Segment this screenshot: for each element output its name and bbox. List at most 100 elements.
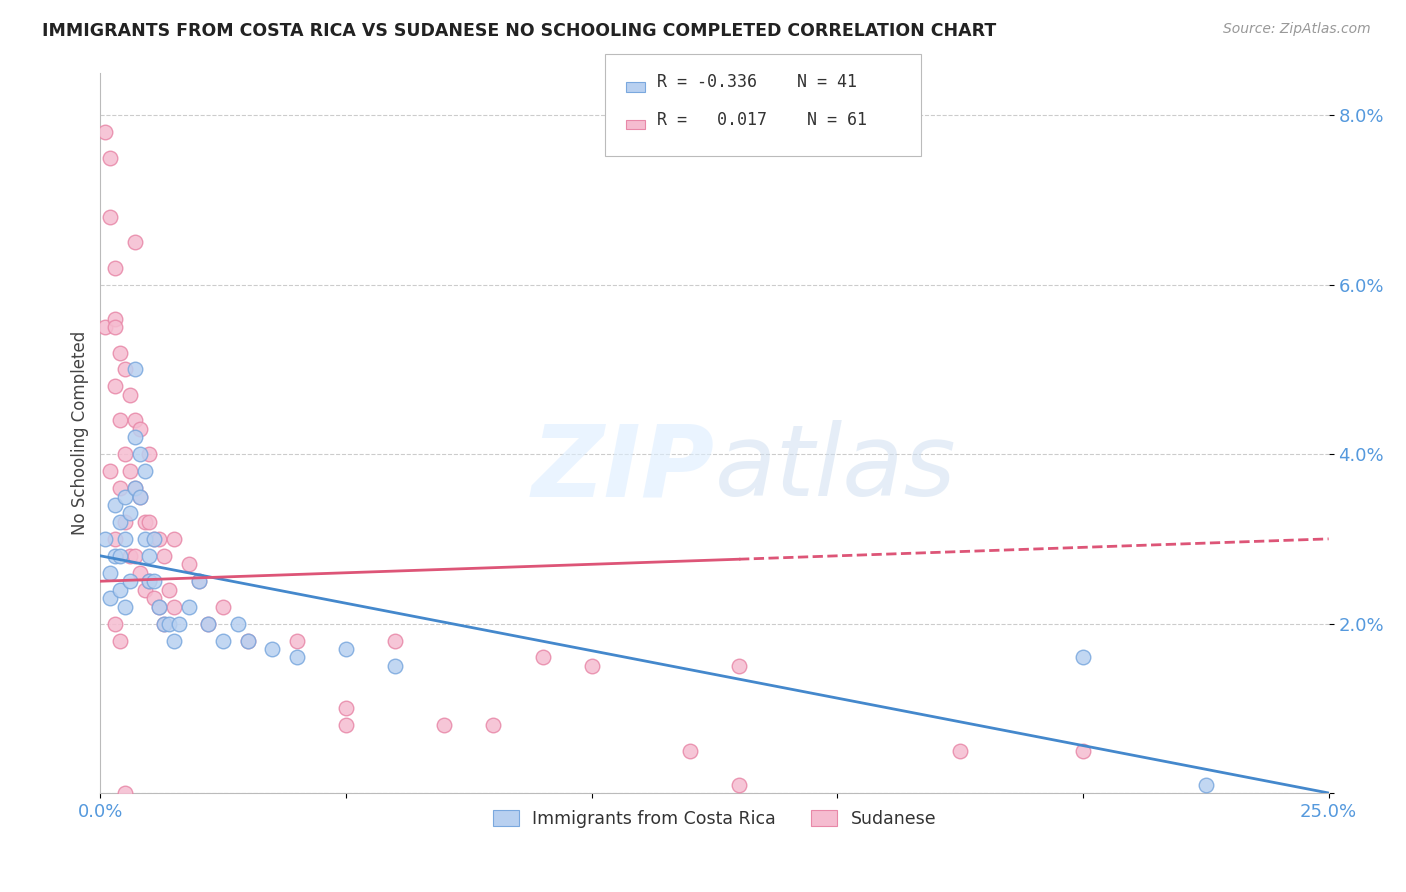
Point bbox=[153, 616, 176, 631]
Text: atlas: atlas bbox=[714, 420, 956, 517]
Point bbox=[94, 125, 117, 139]
Point bbox=[134, 532, 156, 546]
Point bbox=[114, 786, 136, 800]
Point bbox=[108, 582, 131, 597]
Point bbox=[433, 718, 456, 732]
Point bbox=[104, 320, 127, 334]
Point bbox=[124, 481, 146, 495]
Point bbox=[148, 532, 170, 546]
Point bbox=[128, 422, 150, 436]
Point bbox=[118, 549, 141, 563]
Point bbox=[138, 515, 160, 529]
Point bbox=[153, 616, 176, 631]
Point bbox=[143, 532, 166, 546]
Point bbox=[108, 549, 131, 563]
Point bbox=[157, 616, 180, 631]
Point bbox=[143, 591, 166, 606]
Y-axis label: No Schooling Completed: No Schooling Completed bbox=[72, 331, 89, 535]
Point bbox=[124, 549, 146, 563]
Point bbox=[581, 659, 603, 673]
Point bbox=[384, 633, 406, 648]
Point bbox=[236, 633, 259, 648]
Point bbox=[108, 345, 131, 359]
Point bbox=[114, 490, 136, 504]
Point bbox=[108, 633, 131, 648]
Point bbox=[197, 616, 219, 631]
Point bbox=[285, 633, 308, 648]
Point bbox=[104, 616, 127, 631]
Text: IMMIGRANTS FROM COSTA RICA VS SUDANESE NO SCHOOLING COMPLETED CORRELATION CHART: IMMIGRANTS FROM COSTA RICA VS SUDANESE N… bbox=[42, 22, 997, 40]
Point bbox=[98, 210, 121, 224]
Point bbox=[114, 362, 136, 376]
Point bbox=[114, 599, 136, 614]
Legend: Immigrants from Costa Rica, Sudanese: Immigrants from Costa Rica, Sudanese bbox=[485, 803, 943, 835]
Point bbox=[226, 616, 249, 631]
Point bbox=[148, 599, 170, 614]
Point bbox=[153, 549, 176, 563]
Point bbox=[104, 532, 127, 546]
Point bbox=[728, 659, 751, 673]
Point bbox=[187, 574, 209, 589]
Point bbox=[98, 464, 121, 478]
Point bbox=[124, 430, 146, 444]
Point bbox=[143, 574, 166, 589]
Point bbox=[98, 151, 121, 165]
Point bbox=[128, 490, 150, 504]
Point bbox=[335, 701, 357, 715]
Point bbox=[128, 566, 150, 580]
Point bbox=[197, 616, 219, 631]
Point bbox=[949, 744, 972, 758]
Point bbox=[187, 574, 209, 589]
Point bbox=[157, 582, 180, 597]
Point bbox=[104, 498, 127, 512]
Point bbox=[134, 515, 156, 529]
Point bbox=[167, 616, 190, 631]
Point bbox=[108, 515, 131, 529]
Point bbox=[138, 447, 160, 461]
Point bbox=[212, 599, 235, 614]
Point bbox=[212, 633, 235, 648]
Point bbox=[177, 558, 200, 572]
Point bbox=[236, 633, 259, 648]
Point bbox=[114, 515, 136, 529]
Point bbox=[163, 532, 186, 546]
Point bbox=[138, 574, 160, 589]
Point bbox=[118, 507, 141, 521]
Point bbox=[98, 566, 121, 580]
Point bbox=[114, 532, 136, 546]
Point bbox=[104, 549, 127, 563]
Point bbox=[124, 413, 146, 427]
Point bbox=[728, 778, 751, 792]
Point bbox=[114, 447, 136, 461]
Point bbox=[104, 379, 127, 393]
Point bbox=[1071, 744, 1094, 758]
Point bbox=[262, 642, 284, 657]
Point bbox=[384, 659, 406, 673]
Point bbox=[108, 481, 131, 495]
Point bbox=[134, 464, 156, 478]
Point bbox=[104, 260, 127, 275]
Point bbox=[128, 447, 150, 461]
Point bbox=[108, 413, 131, 427]
Point bbox=[118, 464, 141, 478]
Point bbox=[285, 650, 308, 665]
Text: Source: ZipAtlas.com: Source: ZipAtlas.com bbox=[1223, 22, 1371, 37]
Point bbox=[124, 235, 146, 250]
Point bbox=[335, 718, 357, 732]
Point bbox=[134, 582, 156, 597]
Point bbox=[104, 311, 127, 326]
Point bbox=[118, 574, 141, 589]
Point bbox=[163, 633, 186, 648]
Text: R =   0.017    N = 61: R = 0.017 N = 61 bbox=[657, 111, 866, 128]
Point bbox=[128, 490, 150, 504]
Point bbox=[98, 591, 121, 606]
Point bbox=[148, 599, 170, 614]
Point bbox=[94, 532, 117, 546]
Point bbox=[1071, 650, 1094, 665]
Point bbox=[679, 744, 702, 758]
Point bbox=[1195, 778, 1218, 792]
Text: R = -0.336    N = 41: R = -0.336 N = 41 bbox=[657, 73, 856, 91]
Point bbox=[124, 362, 146, 376]
Point bbox=[177, 599, 200, 614]
Point bbox=[482, 718, 505, 732]
